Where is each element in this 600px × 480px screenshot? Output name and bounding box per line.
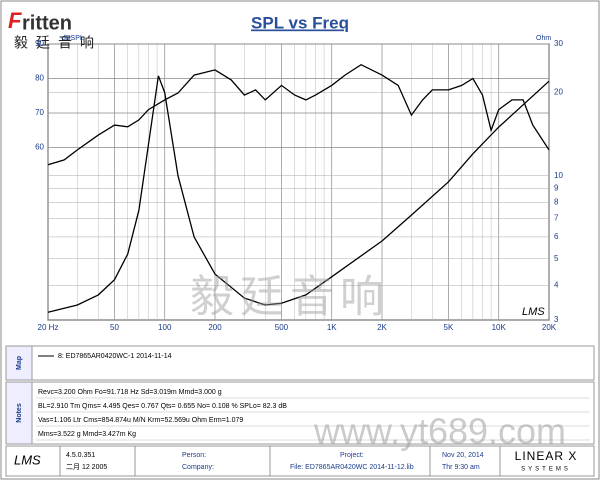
x-tick-label: 5K <box>444 323 454 332</box>
note-line: BL=2.910 Tm Qms= 4.495 Qes= 0.767 Qts= 0… <box>38 403 287 410</box>
y2-tick-label: 9 <box>554 183 559 192</box>
x-tick-label: 500 <box>275 323 289 332</box>
map-label: Map <box>16 356 23 370</box>
y2-tick-label: 10 <box>554 171 563 180</box>
footer-print-time: Thr 9:30 am <box>442 464 480 471</box>
x-tick-label: 2K <box>377 323 387 332</box>
plot-brand: LMS <box>522 306 545 318</box>
footer-app: LMS <box>14 452 41 467</box>
x-tick-label: 20 Hz <box>38 323 59 332</box>
y-tick-label: 80 <box>35 74 44 83</box>
notes-label: Notes <box>16 403 23 423</box>
series-group <box>47 63 550 313</box>
notes-lines: Revc=3.200 Ohm Fo=91.718 Hz Sd=3.019m Mm… <box>36 389 590 441</box>
footer-print-date: Nov 20, 2014 <box>442 452 484 459</box>
y2-axis-label: Ohm <box>536 35 551 42</box>
footer-version: 4.5.0.351 <box>66 452 95 459</box>
legend-entry: 8: ED7865AR0420WC-1 2014-11-14 <box>58 353 172 360</box>
series-line <box>47 63 550 166</box>
footer-person: Person: <box>182 452 206 459</box>
x-tick-label: 1K <box>327 323 337 332</box>
watermark-cn: 毅廷音响 <box>190 273 390 322</box>
note-line: Mms=3.522 g Mmd=3.427m Kg <box>38 431 136 438</box>
note-line: Vas=1.106 Ltr Cms=854.874u M/N Krm=52.56… <box>38 417 243 424</box>
notes-tab <box>5 381 33 445</box>
map-tab <box>5 345 33 381</box>
footer <box>5 445 595 477</box>
x-tick-label: 200 <box>208 323 222 332</box>
footer-date: 二月 12 2005 <box>66 463 107 471</box>
logo-text: ritten <box>22 12 72 34</box>
y2-tick-label: 3 <box>554 315 559 324</box>
y2-tick-label: 4 <box>554 281 559 290</box>
footer-project: Project: <box>340 452 364 459</box>
x-tick-label: 100 <box>158 323 172 332</box>
x-tick-label: 50 <box>110 323 119 332</box>
grid <box>47 43 550 321</box>
y-tick-label: 90 <box>35 39 44 48</box>
logo-initial: F <box>8 8 22 33</box>
footer-vendor: LINEAR X <box>515 449 578 463</box>
footer-company: Company: <box>182 464 214 471</box>
y2-tick-label: 20 <box>554 88 563 97</box>
chart-title: SPL vs Freq <box>251 13 349 32</box>
logo-cn: 毅廷音响 <box>14 35 102 51</box>
series-line <box>47 75 550 313</box>
map-panel <box>5 345 595 381</box>
note-line: Revc=3.200 Ohm Fo=91.718 Hz Sd=3.019m Mm… <box>38 389 222 396</box>
plot-area <box>47 43 550 321</box>
x-tick-label: 20K <box>542 323 557 332</box>
footer-vendor-sub: SYSTEMS <box>521 467 571 473</box>
y2-tick-label: 30 <box>554 39 563 48</box>
y-tick-label: 70 <box>35 108 44 117</box>
notes-panel <box>5 381 595 445</box>
y-axis-label: dBSPL <box>62 35 84 42</box>
y2-tick-label: 5 <box>554 254 559 263</box>
y2-tick-label: 7 <box>554 214 559 223</box>
x-tick-label: 10K <box>492 323 507 332</box>
footer-file: File: ED7865AR0420WC 2014-11-12.lib <box>290 464 414 471</box>
y2-tick-label: 6 <box>554 232 559 241</box>
watermark-url: www.yt689.com <box>313 411 566 452</box>
y-tick-label: 60 <box>35 143 44 152</box>
y2-tick-label: 8 <box>554 198 559 207</box>
